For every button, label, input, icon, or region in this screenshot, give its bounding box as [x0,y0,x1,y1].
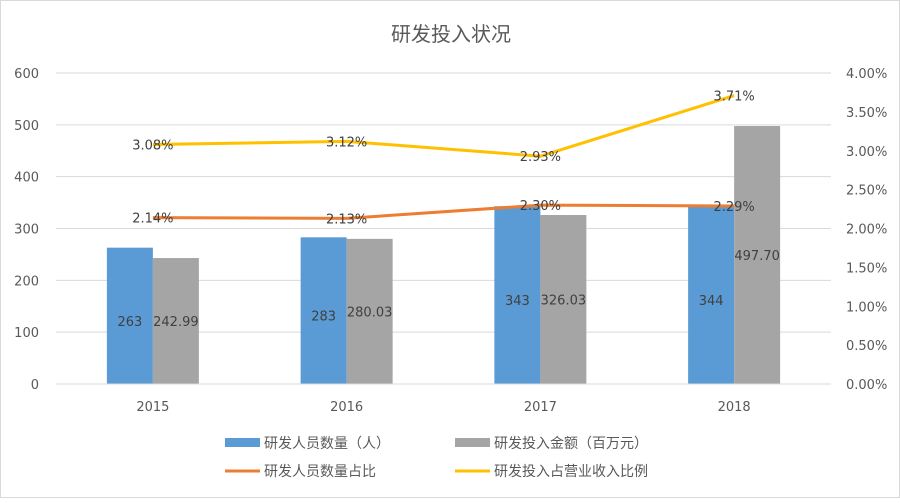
bar [152,258,199,384]
y2-tick-label: 1.00% [846,300,887,315]
legend-item: 研发人员数量（人） [225,436,390,452]
legend-swatch [455,438,490,447]
legend-swatch [225,438,260,447]
line-data-label: 2.30% [520,199,561,214]
bar-data-label: 280.03 [347,305,393,320]
bar [106,247,153,384]
y-tick-label: 500 [14,119,39,134]
legend-label: 研发投入占营业收入比例 [494,464,648,480]
legend-label: 研发人员数量（人） [264,436,390,452]
chart-title: 研发投入状况 [391,22,511,46]
bar [494,206,541,384]
bar-data-label: 263 [117,315,142,330]
bar [540,215,587,384]
bar-data-label: 283 [311,310,336,325]
line-data-label: 2.93% [520,150,561,165]
y-tick-label: 400 [14,171,39,186]
bar [688,205,735,384]
bar [734,126,781,384]
bar-data-label: 326.03 [541,294,587,309]
legend-item: 研发人员数量占比 [225,464,376,480]
x-tick-label: 2017 [524,400,557,415]
line [152,94,735,158]
bar-data-label: 344 [699,294,724,309]
y2-tick-label: 1.50% [846,261,887,276]
y-tick-label: 100 [14,326,39,341]
legend-item: 研发投入金额（百万元） [455,436,648,452]
y2-tick-label: 3.50% [846,106,887,121]
bar-series [106,126,781,384]
x-axis: 2015 2016 2017 2018 [56,383,831,415]
y2-tick-label: 0.00% [846,378,887,393]
line-data-label: 2.29% [713,200,754,215]
bar-data-label: 343 [505,294,530,309]
bar-data-label: 242.99 [153,315,199,330]
bar-data-label: 497.70 [734,249,780,264]
line-data-label: 2.14% [132,212,173,227]
legend-label: 研发人员数量占比 [264,464,376,480]
legend-label: 研发投入金额（百万元） [494,436,648,452]
line-data-label: 2.13% [326,212,367,227]
y2-tick-label: 2.00% [846,223,887,238]
y-axis-right: 0.00% 0.50% 1.00% 1.50% 2.00% 2.50% 3.00% 3.50%… [846,67,887,393]
line-data-label: 3.12% [326,135,367,150]
line-series [152,94,735,220]
bar [300,237,347,384]
bar [346,238,393,384]
y-tick-label: 300 [14,223,39,238]
data-labels: 263 283 343 344 242.99 280.03 326.03 497.70 2.14… [117,90,779,330]
y2-tick-label: 3.00% [846,145,887,160]
x-tick-label: 2016 [330,400,363,415]
y-axis-left: 0 100 200 300 400 500 600 [14,67,39,393]
line-data-label: 3.71% [713,90,754,105]
line [152,203,735,220]
y2-tick-label: 4.00% [846,67,887,82]
y-tick-label: 0 [31,378,39,393]
y2-tick-label: 0.50% [846,339,887,354]
y2-tick-label: 2.50% [846,184,887,199]
y-tick-label: 200 [14,274,39,289]
x-tick-label: 2015 [136,400,169,415]
legend-item: 研发投入占营业收入比例 [455,464,648,480]
line-data-label: 3.08% [132,139,173,154]
y-tick-label: 600 [14,67,39,82]
legend: 研发人员数量（人） 研发投入金额（百万元） 研发人员数量占比 研发投入占营业收入比例 [225,436,648,480]
x-tick-label: 2018 [718,400,751,415]
